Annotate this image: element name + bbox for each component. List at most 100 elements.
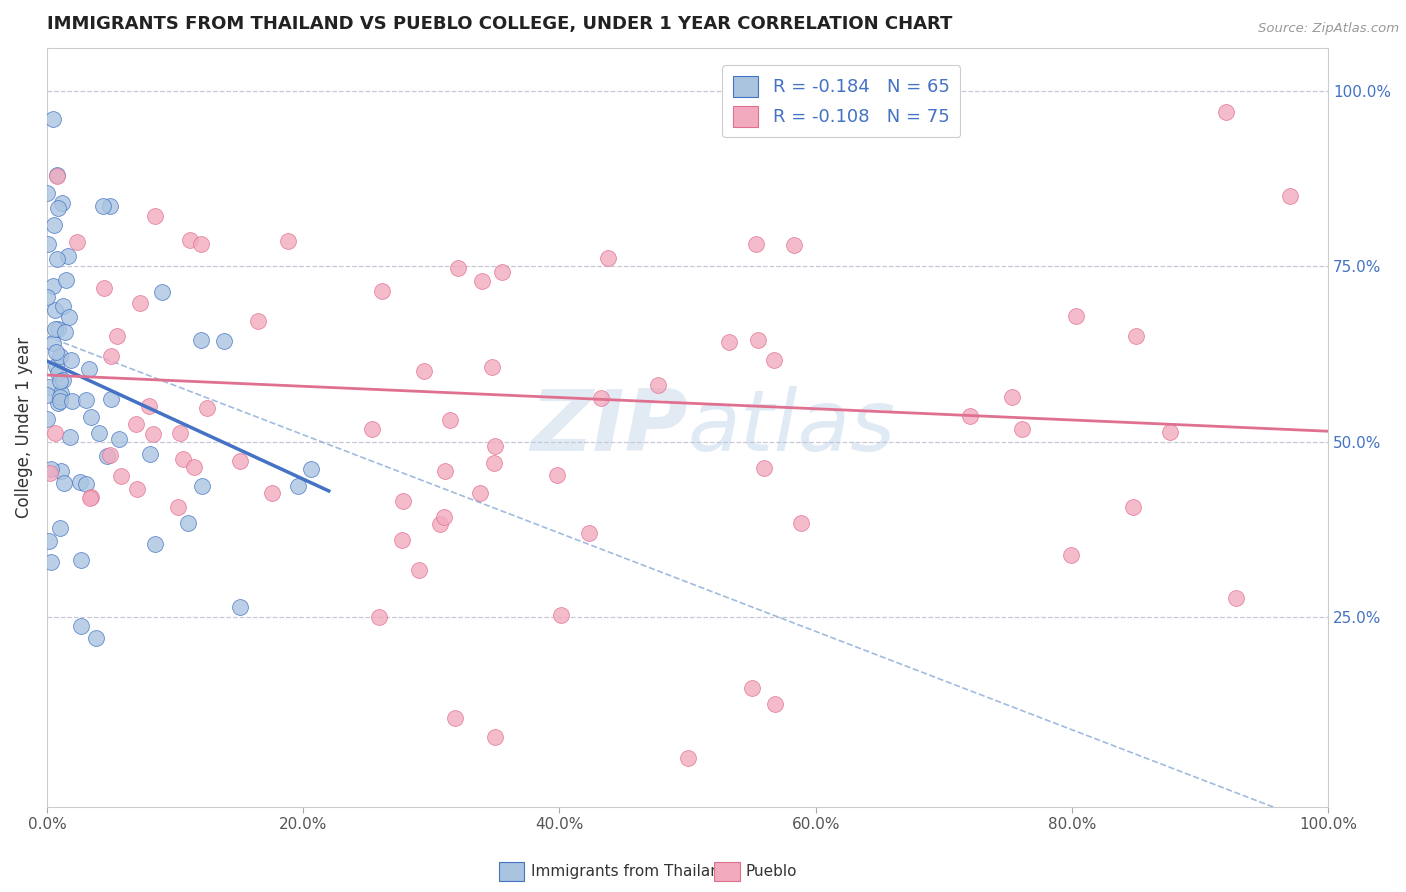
Point: [100, 392, 122, 406]
Point: [647, 377, 669, 392]
Point: [1125, 329, 1147, 343]
Point: [37, 412, 59, 426]
Point: [262, 486, 284, 500]
Point: [66, 235, 89, 250]
Point: [38, 380, 60, 394]
Point: [287, 479, 309, 493]
Point: [482, 456, 505, 470]
Point: [471, 274, 494, 288]
Point: [361, 422, 384, 436]
Point: [52, 373, 75, 387]
Point: [110, 469, 132, 483]
Point: [1060, 548, 1083, 562]
Point: [763, 698, 786, 712]
Legend: R = -0.184   N = 65, R = -0.108   N = 75: R = -0.184 N = 65, R = -0.108 N = 75: [723, 65, 960, 137]
Point: [84, 632, 107, 646]
Point: [433, 464, 456, 478]
Point: [391, 533, 413, 547]
Point: [195, 401, 218, 416]
Point: [44, 302, 66, 317]
Point: [142, 427, 165, 442]
Point: [51, 196, 73, 211]
Point: [484, 730, 506, 744]
Point: [191, 479, 214, 493]
Point: [49, 390, 72, 404]
Point: [413, 364, 436, 378]
Point: [741, 681, 763, 695]
Point: [247, 314, 270, 328]
Point: [229, 454, 252, 468]
Point: [49, 349, 72, 363]
Point: [35, 388, 58, 402]
Point: [128, 296, 150, 310]
Point: [138, 447, 160, 461]
Point: [96, 449, 118, 463]
Point: [42, 278, 65, 293]
Point: [783, 237, 806, 252]
Point: [1215, 104, 1237, 119]
Text: IMMIGRANTS FROM THAILAND VS PUEBLO COLLEGE, UNDER 1 YEAR CORRELATION CHART: IMMIGRANTS FROM THAILAND VS PUEBLO COLLE…: [46, 15, 952, 33]
Point: [150, 285, 173, 299]
Point: [138, 399, 160, 413]
Point: [125, 417, 148, 431]
Point: [37, 290, 59, 304]
Point: [143, 536, 166, 550]
Point: [167, 500, 190, 515]
Point: [190, 236, 212, 251]
Point: [48, 322, 70, 336]
Point: [745, 237, 768, 252]
Text: Immigrants from Thailand: Immigrants from Thailand: [531, 864, 730, 879]
Point: [58, 310, 80, 325]
Point: [179, 233, 201, 247]
Point: [1001, 390, 1024, 404]
Point: [1159, 425, 1181, 439]
Text: Source: ZipAtlas.com: Source: ZipAtlas.com: [1258, 22, 1399, 36]
Point: [763, 352, 786, 367]
Point: [190, 333, 212, 347]
Point: [98, 448, 121, 462]
Point: [277, 234, 299, 248]
Point: [39, 466, 62, 480]
Point: [70, 619, 93, 633]
Point: [46, 252, 69, 267]
Point: [676, 751, 699, 765]
Point: [591, 391, 613, 405]
Point: [1064, 309, 1087, 323]
Point: [1278, 189, 1301, 203]
Point: [49, 375, 72, 389]
Point: [89, 426, 111, 441]
Point: [42, 112, 65, 126]
Point: [596, 251, 619, 265]
Point: [212, 334, 235, 348]
Point: [37, 186, 59, 200]
Point: [55, 272, 77, 286]
Point: [484, 439, 506, 453]
Point: [299, 462, 322, 476]
Point: [959, 409, 981, 423]
Point: [70, 553, 93, 567]
Point: [481, 359, 503, 374]
Point: [69, 475, 91, 489]
Point: [100, 199, 122, 213]
Point: [49, 386, 72, 401]
Point: [754, 461, 776, 475]
Point: [1225, 591, 1247, 605]
Point: [1011, 422, 1033, 436]
Point: [77, 362, 100, 376]
Point: [169, 426, 191, 441]
Point: [46, 168, 69, 182]
Point: [229, 600, 252, 615]
Point: [368, 610, 391, 624]
Point: [447, 260, 470, 275]
Point: [45, 169, 67, 184]
Point: [100, 349, 122, 363]
Point: [39, 555, 62, 569]
Point: [433, 509, 456, 524]
Point: [93, 281, 115, 295]
Point: [172, 451, 194, 466]
Point: [49, 393, 72, 408]
Point: [46, 395, 69, 409]
Point: [790, 516, 813, 531]
Point: [105, 329, 128, 343]
Point: [44, 426, 66, 441]
